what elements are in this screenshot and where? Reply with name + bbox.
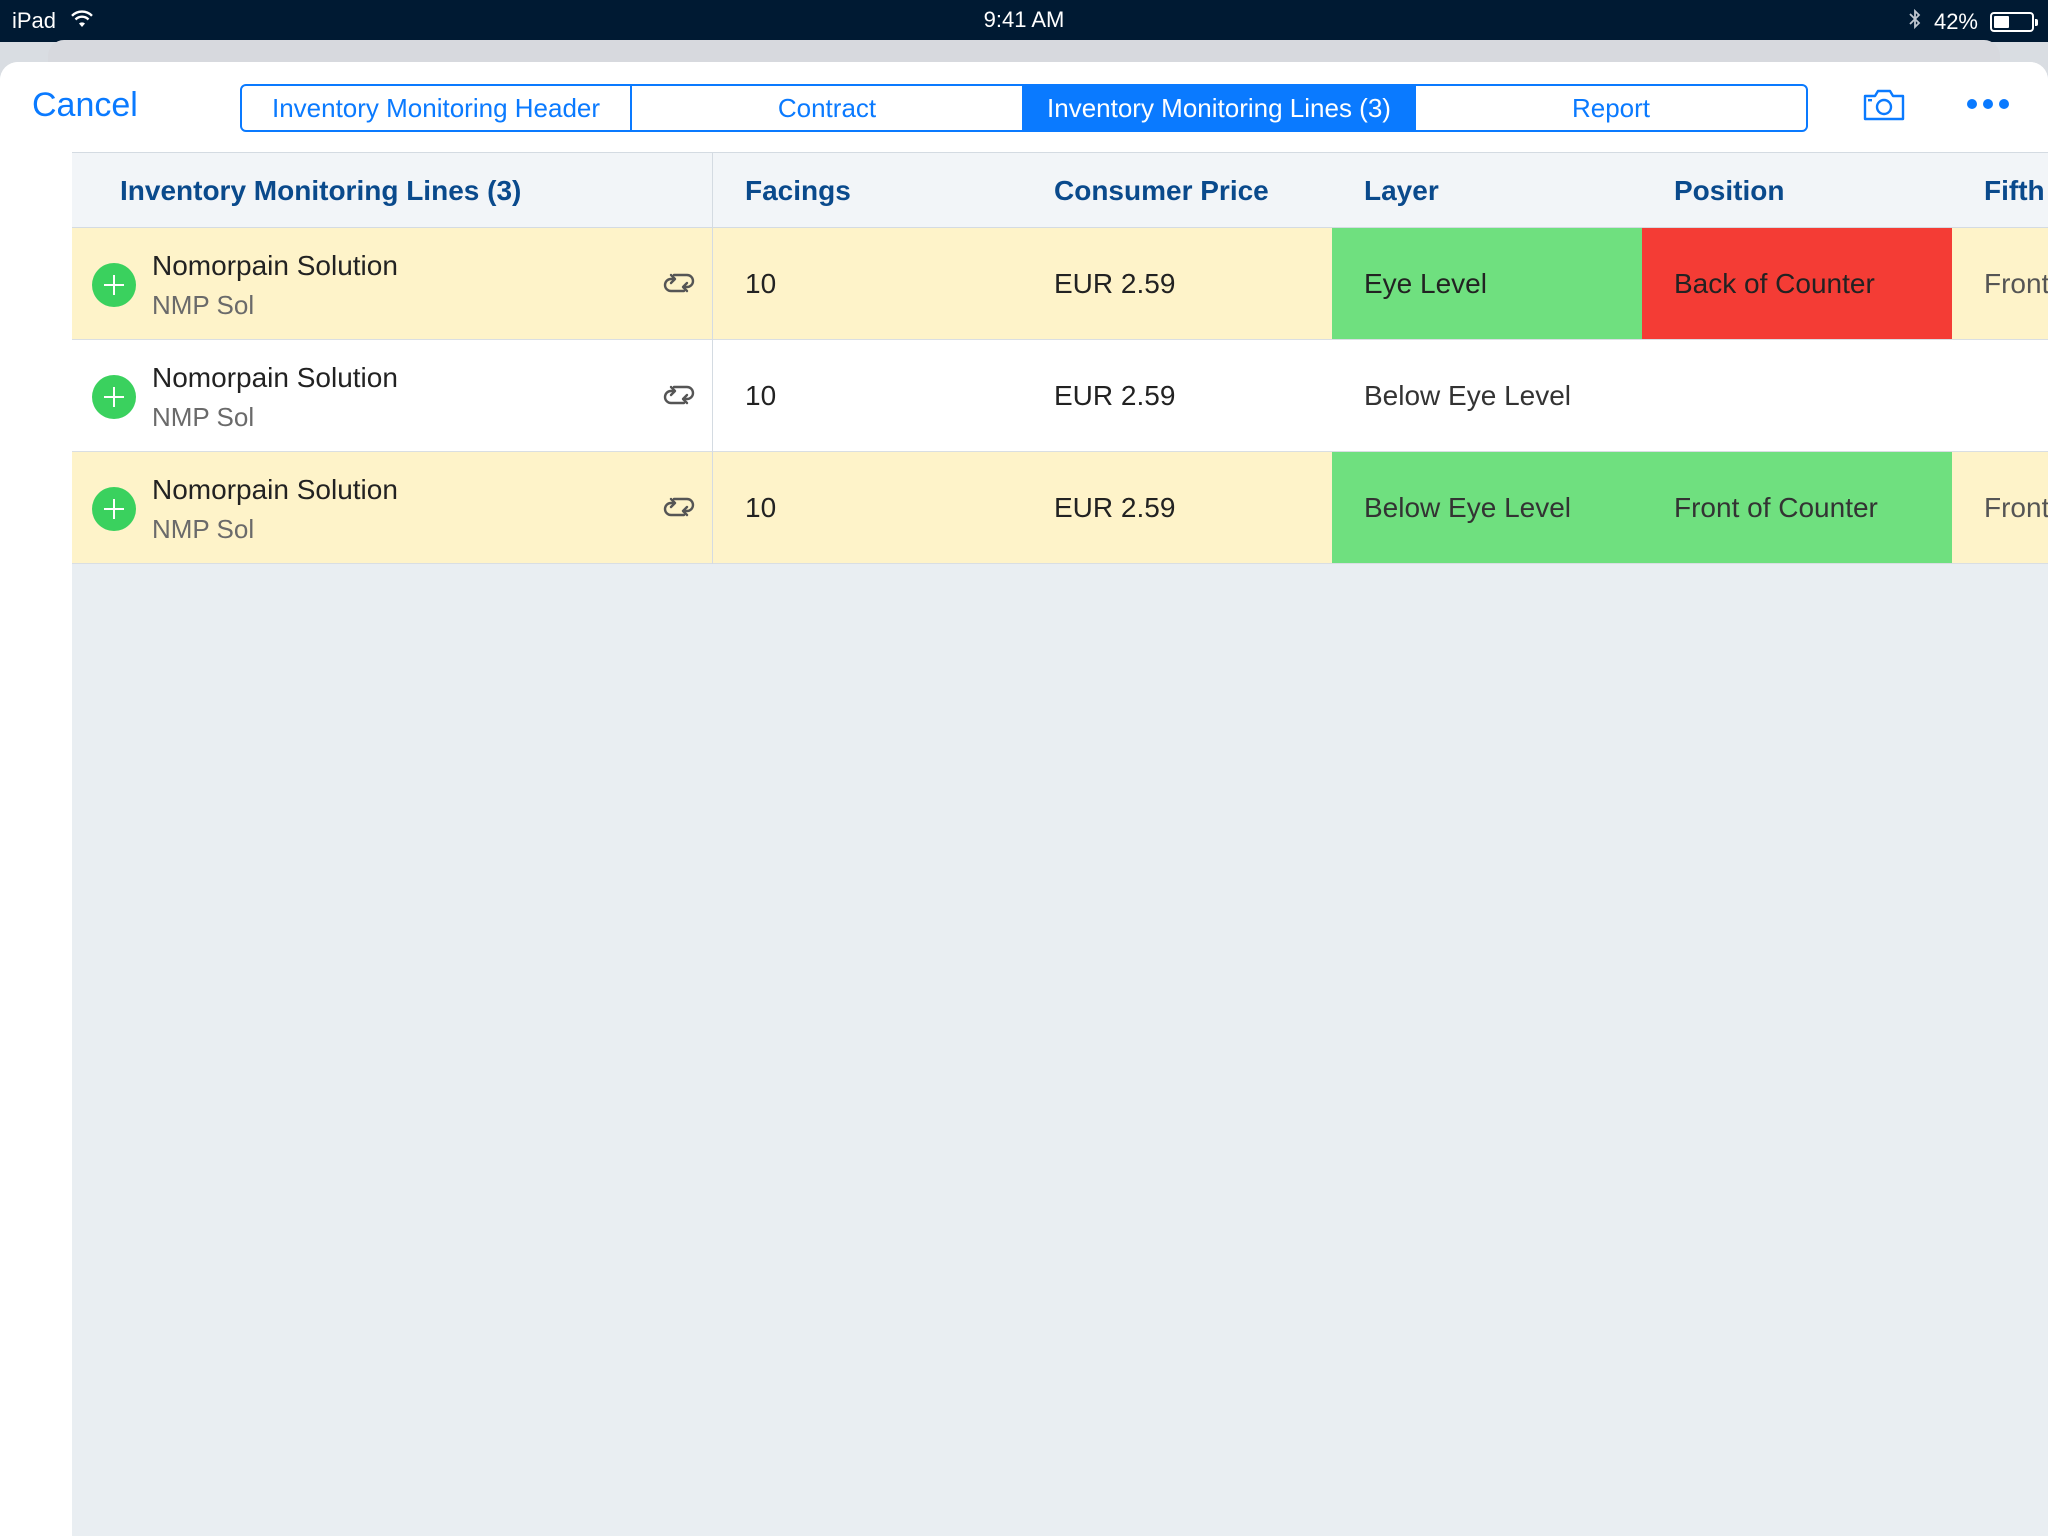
- camera-icon[interactable]: [1862, 88, 1906, 127]
- position-cell[interactable]: Front of Counter: [1642, 452, 1952, 563]
- position-cell[interactable]: Back of Counter: [1642, 228, 1952, 339]
- column-header-product[interactable]: Inventory Monitoring Lines (3): [120, 175, 522, 206]
- table-header-row: Inventory Monitoring Lines (3) Facings C…: [72, 152, 2048, 228]
- layer-cell[interactable]: Below Eye Level: [1332, 452, 1642, 563]
- status-time: 9:41 AM: [983, 7, 1065, 32]
- product-name: Nomorpain Solution: [152, 362, 398, 393]
- device-label: iPad: [12, 8, 57, 33]
- tab-inventory-monitoring-lines[interactable]: Inventory Monitoring Lines (3): [1024, 86, 1416, 130]
- column-header-fifth[interactable]: Fifth: [1984, 175, 2045, 206]
- add-circle-icon[interactable]: [92, 263, 136, 307]
- product-code: NMP Sol: [152, 514, 255, 544]
- add-circle-icon[interactable]: [92, 487, 136, 531]
- swap-icon[interactable]: [662, 382, 696, 413]
- wifi-icon: [70, 8, 94, 34]
- column-header-facings[interactable]: Facings: [745, 175, 851, 206]
- product-code: NMP Sol: [152, 290, 255, 320]
- tab-contract[interactable]: Contract: [632, 86, 1024, 130]
- column-divider: [712, 152, 713, 564]
- more-icon[interactable]: [1966, 96, 2010, 117]
- status-bar: iPad 9:41 AM 42%: [0, 0, 2048, 42]
- table-row[interactable]: Nomorpain Solution NMP Sol 10 EUR 2.59 B…: [72, 452, 2048, 564]
- column-header-position[interactable]: Position: [1674, 175, 1785, 206]
- tab-inventory-monitoring-header[interactable]: Inventory Monitoring Header: [242, 86, 632, 130]
- consumer-price-cell[interactable]: EUR 2.59: [1054, 267, 1176, 299]
- facings-cell[interactable]: 10: [745, 267, 777, 299]
- add-circle-icon[interactable]: [92, 375, 136, 419]
- section-tabs: Inventory Monitoring Header Contract Inv…: [240, 84, 1808, 132]
- fifth-cell[interactable]: [1984, 340, 2048, 451]
- swap-icon[interactable]: [662, 270, 696, 301]
- tab-report[interactable]: Report: [1571, 92, 1651, 123]
- product-code: NMP Sol: [152, 402, 255, 432]
- modal-sheet: Cancel Inventory Monitoring Header Contr…: [0, 62, 2048, 1536]
- fifth-cell[interactable]: Front: [1984, 491, 2048, 523]
- column-header-consumer-price[interactable]: Consumer Price: [1054, 175, 1269, 206]
- battery-icon: [1990, 12, 2038, 32]
- status-right: 42%: [1908, 8, 2038, 36]
- status-left: iPad: [12, 8, 94, 34]
- bluetooth-icon: [1908, 8, 1922, 36]
- facings-cell[interactable]: 10: [745, 491, 777, 523]
- layer-cell[interactable]: Eye Level: [1332, 228, 1642, 339]
- product-name: Nomorpain Solution: [152, 474, 398, 505]
- inventory-lines-view: Inventory Monitoring Lines (3) Facings C…: [72, 152, 2048, 1536]
- swap-icon[interactable]: [662, 494, 696, 525]
- product-name: Nomorpain Solution: [152, 250, 398, 281]
- column-header-layer[interactable]: Layer: [1364, 175, 1439, 206]
- consumer-price-cell[interactable]: EUR 2.59: [1054, 379, 1176, 411]
- battery-percent: 42%: [1933, 9, 1978, 34]
- table-row[interactable]: Nomorpain Solution NMP Sol 10 EUR 2.59 B…: [72, 340, 2048, 452]
- facings-cell[interactable]: 10: [745, 379, 777, 411]
- nav-bar: Cancel Inventory Monitoring Header Contr…: [0, 62, 2048, 152]
- fifth-cell[interactable]: Front: [1984, 267, 2048, 299]
- cancel-button[interactable]: Cancel: [32, 86, 138, 124]
- battery-fill: [1994, 16, 2009, 28]
- consumer-price-cell[interactable]: EUR 2.59: [1054, 491, 1176, 523]
- position-cell[interactable]: [1642, 340, 1952, 451]
- layer-cell[interactable]: Below Eye Level: [1364, 379, 1572, 411]
- table-row[interactable]: Nomorpain Solution NMP Sol 10 EUR 2.59 E…: [72, 228, 2048, 340]
